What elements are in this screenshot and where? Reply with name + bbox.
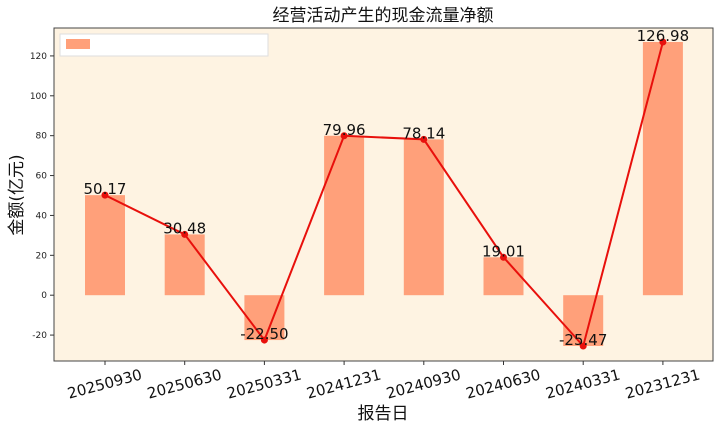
bar bbox=[642, 41, 683, 296]
y-tick-label: 0 bbox=[41, 291, 47, 301]
x-tick-label: 20231231 bbox=[623, 365, 701, 402]
x-tick-label: 20240331 bbox=[544, 365, 622, 402]
data-label: -25.47 bbox=[559, 331, 607, 349]
chart-title: 经营活动产生的现金流量净额 bbox=[273, 6, 494, 26]
y-tick-label: 100 bbox=[30, 92, 47, 102]
data-label: 126.98 bbox=[637, 27, 690, 45]
y-tick-label: 120 bbox=[30, 52, 47, 62]
x-tick-label: 20250630 bbox=[145, 365, 223, 402]
bar bbox=[563, 295, 604, 346]
data-label: 78.14 bbox=[402, 124, 445, 142]
line-series-path bbox=[104, 41, 664, 349]
bar bbox=[85, 195, 125, 296]
bar bbox=[324, 135, 365, 296]
line-point bbox=[500, 253, 507, 261]
data-label: 30.48 bbox=[163, 219, 206, 237]
x-tick-label: 20250930 bbox=[66, 365, 144, 402]
bar bbox=[483, 257, 524, 296]
y-tick-label: 40 bbox=[36, 211, 48, 221]
legend-box bbox=[59, 33, 269, 57]
x-axis-label: 报告日 bbox=[358, 404, 409, 424]
y-tick-label: 20 bbox=[36, 251, 48, 261]
x-tick-label: 20250331 bbox=[225, 365, 303, 402]
y-tick-label: 80 bbox=[36, 132, 48, 142]
bar bbox=[403, 139, 444, 296]
line-point bbox=[260, 336, 268, 344]
x-tick-label: 20241231 bbox=[305, 365, 383, 402]
legend bbox=[59, 33, 269, 57]
line-point bbox=[340, 132, 348, 140]
y-tick-label: 60 bbox=[36, 172, 48, 182]
bar bbox=[164, 234, 205, 296]
legend-swatch bbox=[66, 39, 90, 49]
x-tick-label: 20240630 bbox=[464, 365, 542, 402]
data-label: 19.01 bbox=[482, 242, 525, 260]
data-label: 79.96 bbox=[323, 121, 366, 139]
plot-area bbox=[53, 27, 714, 362]
line-point bbox=[101, 191, 109, 199]
y-axis-label: 金额(亿元) bbox=[7, 154, 27, 235]
bar bbox=[244, 295, 285, 341]
line-point bbox=[579, 342, 587, 350]
data-label: -22.50 bbox=[240, 325, 288, 343]
line-point bbox=[181, 230, 189, 238]
y-tick-label: -20 bbox=[32, 331, 47, 341]
x-tick-label: 20240930 bbox=[384, 365, 462, 402]
line-point bbox=[659, 38, 667, 46]
line-point bbox=[420, 135, 428, 143]
data-label: 50.17 bbox=[84, 180, 127, 198]
